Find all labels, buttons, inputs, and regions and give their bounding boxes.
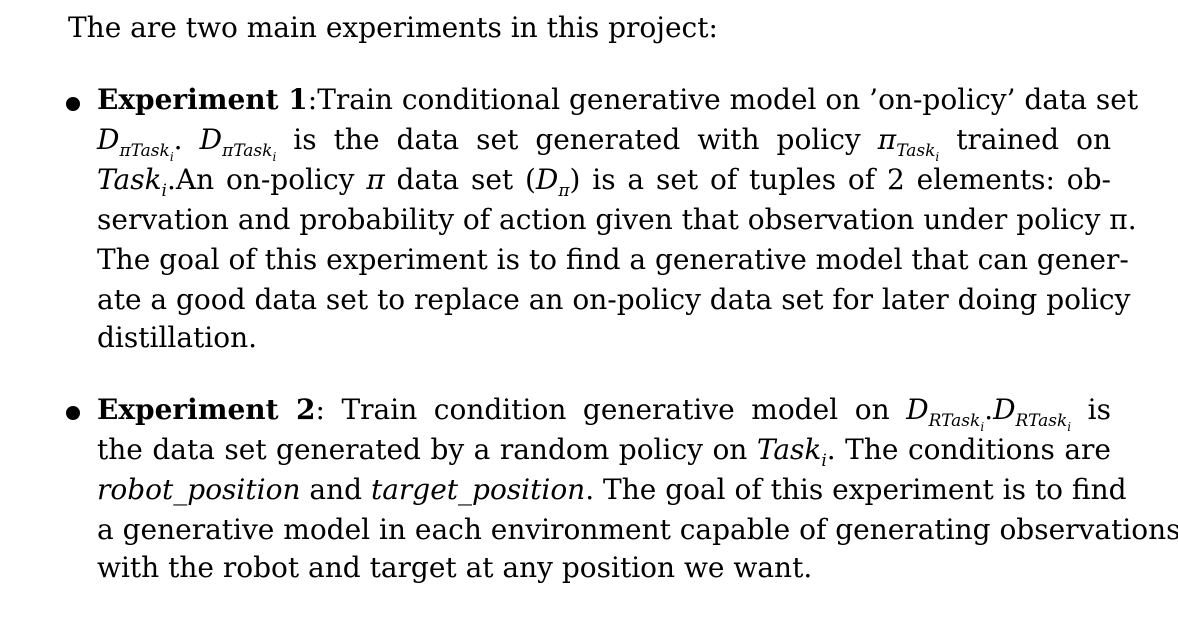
experiment-1-line-6: ate a good data set to replace an on-pol… <box>97 283 1131 316</box>
experiment-1-line-5: The goal of this experiment is to find a… <box>97 243 1129 276</box>
experiment-2-line-4: a generative model in each environment c… <box>97 513 1178 546</box>
experiment-1-line-2: DπTaski. DπTaski is the data set generat… <box>97 123 1111 164</box>
experiment-1-line-1: Experiment 1:Train conditional generativ… <box>97 83 1139 116</box>
bullet-icon <box>66 406 80 420</box>
experiment-1-line-4: servation and probability of action give… <box>97 203 1137 236</box>
experiment-1-line-3: Taski.An on-policy π data set (Dπ) is a … <box>97 163 1111 201</box>
experiment-2-line-3: robot_position and target_position. The … <box>97 473 1127 506</box>
experiment-1-title: Experiment 1 <box>97 83 308 116</box>
experiment-2-line-2: the data set generated by a random polic… <box>97 433 1111 471</box>
bullet-icon <box>66 97 80 111</box>
intro-paragraph: The are two main experiments in this pro… <box>68 11 718 44</box>
experiment-2-line-5: with the robot and target at any positio… <box>97 551 813 584</box>
experiment-2-line-1: Experiment 2: Train condition generative… <box>97 393 1111 434</box>
experiment-1-line-7: distillation. <box>97 321 258 354</box>
experiment-2-title: Experiment 2 <box>97 393 316 426</box>
